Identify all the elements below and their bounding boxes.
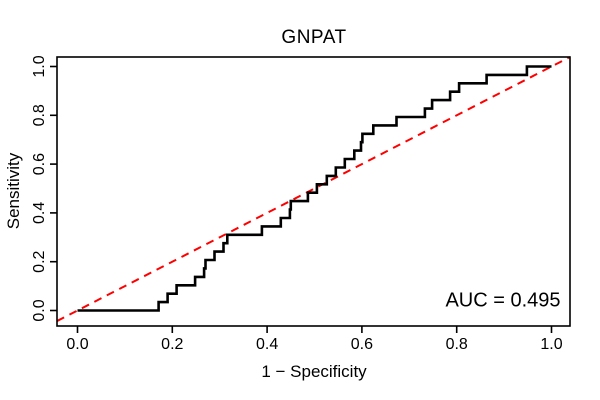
y-tick-label: 0.2 [31, 250, 48, 272]
y-tick-label: 0.0 [31, 299, 48, 321]
chance-diagonal-line [56, 56, 571, 322]
x-tick-label: 0.2 [161, 336, 183, 353]
x-tick-label: 0.4 [256, 336, 278, 353]
y-tick-label: 0.4 [31, 202, 48, 224]
chart-title: GNPAT [281, 27, 347, 48]
x-tick-label: 0.8 [446, 336, 468, 353]
y-tick-label: 1.0 [31, 55, 48, 77]
y-tick-label: 0.6 [31, 153, 48, 175]
roc-curve-path [77, 65, 552, 312]
x-axis-title: 1 − Specificity [261, 362, 367, 381]
y-axis-title: Sensitivity [4, 152, 23, 230]
plot-border [56, 56, 571, 327]
x-tick-label: 1.0 [540, 336, 562, 353]
y-tick-label: 0.8 [31, 104, 48, 126]
x-tick-label: 0.6 [351, 336, 373, 353]
auc-annotation: AUC = 0.495 [445, 289, 561, 312]
x-tick-label: 0.0 [66, 336, 88, 353]
